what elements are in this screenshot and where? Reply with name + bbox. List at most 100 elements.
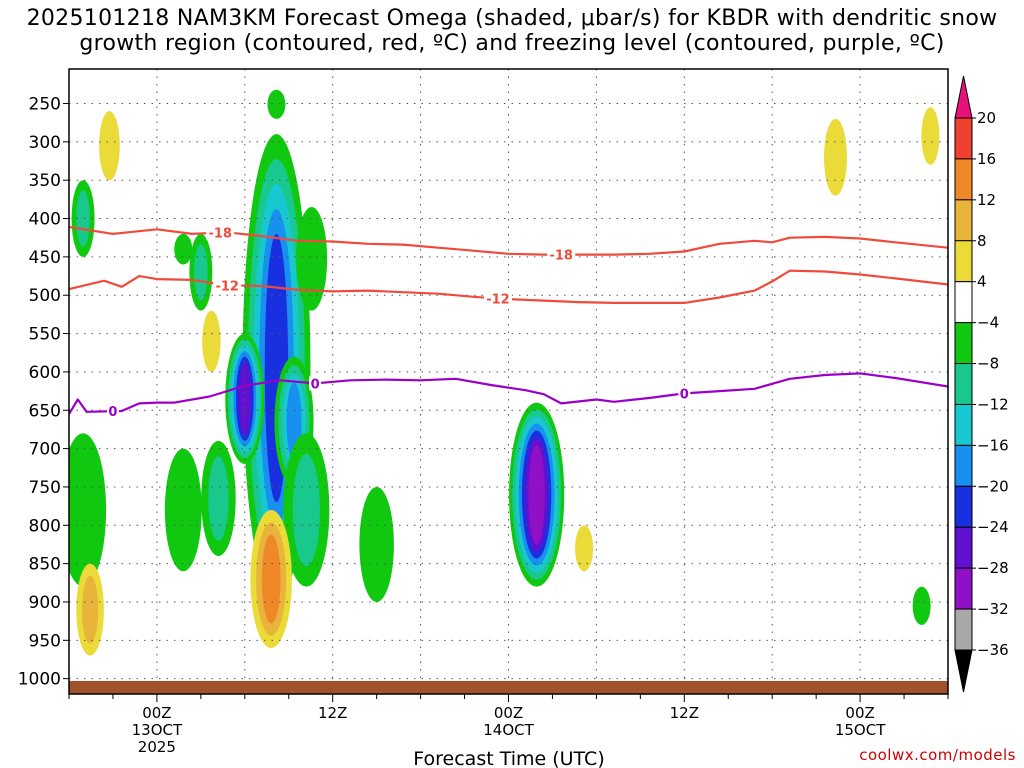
contour-label-bg: [483, 291, 512, 306]
colorbar-tick-label: −16: [977, 436, 1009, 454]
omega-band: [575, 525, 594, 572]
y-tick-label: 300: [29, 133, 61, 153]
colorbar-swatch: [954, 240, 973, 283]
contour-label: 0: [108, 405, 117, 420]
colorbar-swatch: [954, 158, 973, 201]
colorbar-swatch: [954, 363, 973, 405]
colorbar-tick-label: 12: [977, 191, 996, 209]
colorbar-swatch: [954, 567, 973, 610]
colorbar-swatch: [954, 526, 973, 569]
colorbar-swatch: [954, 608, 973, 651]
colorbar-tick-label: −36: [977, 641, 1009, 659]
contour-label-bg: [309, 376, 322, 391]
omega-band: [912, 586, 931, 625]
omega-feature-3: [274, 356, 314, 487]
omega-feature-8: [71, 180, 95, 257]
temperature-contours: -18 -18 -12 -12 0 0 0: [69, 225, 948, 420]
colorbar-tick-label: 4: [977, 273, 987, 291]
contour-label: -12: [486, 292, 510, 307]
contour-label-bg: [106, 404, 119, 419]
omega-band: [208, 456, 229, 541]
y-tick-label: 850: [29, 555, 61, 575]
chart-title-line-2: growth region (contoured, red, ºC) and f…: [79, 31, 945, 56]
omega-band: [164, 448, 202, 572]
omega-band: [174, 233, 193, 265]
x-tick-label: 00Z: [494, 704, 523, 722]
omega-feature-5: [296, 207, 328, 311]
contour-label: -12: [215, 279, 239, 294]
omega-feature-12: [509, 402, 565, 587]
omega-band: [296, 207, 328, 311]
omega-band: [81, 575, 99, 644]
y-tick-label: 600: [29, 363, 61, 383]
omega-feature-10: [164, 448, 202, 572]
omega-band: [921, 107, 940, 165]
omega-feature-17: [202, 310, 221, 372]
y-tick-label: 650: [29, 401, 61, 421]
contour-label: 0: [680, 387, 689, 402]
contour-label-bg: [213, 278, 242, 293]
omega-band: [194, 244, 208, 301]
x-axis-label: Forecast Time (UTC): [413, 748, 604, 768]
colorbar-top-arrow: [954, 75, 973, 119]
y-axis: 250 300 350 400 450 500 550 600 650 700 750 800 850 9…: [18, 95, 69, 690]
contour-label: 0: [311, 377, 320, 392]
omega-feature-15: [99, 111, 120, 181]
colorbar-tick-label: −20: [977, 477, 1009, 495]
contour-label-bg: [547, 247, 576, 262]
colorbar-tick-label: 20: [977, 109, 996, 127]
omega-band: [202, 310, 221, 372]
colorbar-swatch: [954, 403, 973, 446]
y-tick-label: 400: [29, 210, 61, 230]
colorbar-tick-label: −4: [977, 314, 999, 332]
y-tick-label: 500: [29, 286, 61, 306]
colorbar-tick-label: −28: [977, 559, 1009, 577]
x-tick-label: 15OCT: [835, 721, 886, 739]
omega-feature-2: [225, 333, 265, 464]
omega-band: [261, 534, 281, 624]
y-tick-label: 950: [29, 631, 61, 651]
omega-band: [76, 190, 90, 247]
colorbar-tick-label: −24: [977, 518, 1009, 536]
omega-band: [267, 89, 286, 119]
omega-band: [292, 453, 320, 567]
omega-feature-0: [267, 89, 286, 119]
omega-band: [359, 486, 394, 602]
ground-strip: [69, 680, 948, 694]
credit-link[interactable]: coolwx.com/models: [859, 746, 1016, 764]
colorbar-tick-label: 8: [977, 232, 987, 250]
contour-label-bg: [678, 386, 691, 401]
omega-band: [69, 433, 107, 587]
x-tick-label: 14OCT: [483, 721, 534, 739]
omega-band: [99, 111, 120, 181]
chart-title-line-1: 2025101218 NAM3KM Forecast Omega (shaded…: [26, 6, 998, 31]
omega-feature-6: [283, 433, 330, 587]
contour-label: -18: [549, 249, 573, 264]
ground-layer: [69, 680, 948, 694]
contour-2: [69, 372, 948, 415]
omega-feature-7: [201, 440, 236, 556]
omega-feature-9: [69, 433, 107, 587]
omega-shading: [69, 89, 940, 656]
x-tick-label: 12Z: [670, 704, 699, 722]
colorbar-tick-label: −32: [977, 600, 1009, 618]
omega-feature-16: [76, 563, 104, 656]
omega-feature-4: [189, 233, 213, 311]
x-tick-label: 12Z: [318, 704, 347, 722]
colorbar-bottom-arrow: [954, 649, 973, 693]
colorbar-swatch: [954, 485, 973, 528]
colorbar-swatch: [954, 444, 973, 487]
plot-frame: [68, 68, 949, 695]
omega-band: [528, 444, 545, 545]
y-tick-label: 800: [29, 516, 61, 536]
colorbar-tick-label: −12: [977, 395, 1009, 413]
omega-band: [823, 118, 847, 196]
colorbar-swatch: [954, 322, 973, 365]
y-tick-label: 450: [29, 248, 61, 268]
omega-feature-18: [250, 509, 292, 648]
colorbar-swatch: [954, 199, 973, 242]
colorbar-swatch: [954, 117, 973, 160]
colorbar-swatch: [954, 281, 973, 324]
